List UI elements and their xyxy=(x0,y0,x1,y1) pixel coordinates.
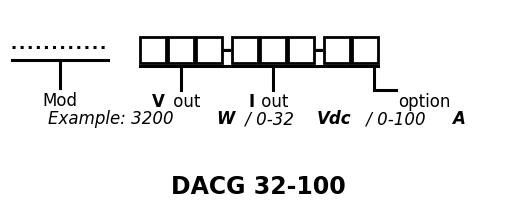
Text: DACG 32-100: DACG 32-100 xyxy=(171,175,345,199)
Bar xyxy=(168,37,194,63)
Text: option: option xyxy=(398,93,450,111)
Text: V: V xyxy=(152,93,165,111)
Text: -: - xyxy=(222,38,232,62)
Text: I: I xyxy=(248,93,254,111)
Bar xyxy=(288,37,314,63)
Text: Mod: Mod xyxy=(42,92,78,110)
Bar xyxy=(324,37,350,63)
Text: W: W xyxy=(217,110,235,128)
Text: out: out xyxy=(256,93,288,111)
Bar xyxy=(196,37,222,63)
Text: Vdc: Vdc xyxy=(317,110,352,128)
Text: out: out xyxy=(169,93,201,111)
Bar xyxy=(260,37,286,63)
Text: A: A xyxy=(452,110,464,128)
Text: -: - xyxy=(314,38,324,62)
Bar xyxy=(232,37,258,63)
Bar xyxy=(352,37,378,63)
Text: Example: 3200: Example: 3200 xyxy=(48,110,179,128)
Text: / 0-100: / 0-100 xyxy=(361,110,431,128)
Bar xyxy=(140,37,166,63)
Text: / 0-32: / 0-32 xyxy=(240,110,299,128)
